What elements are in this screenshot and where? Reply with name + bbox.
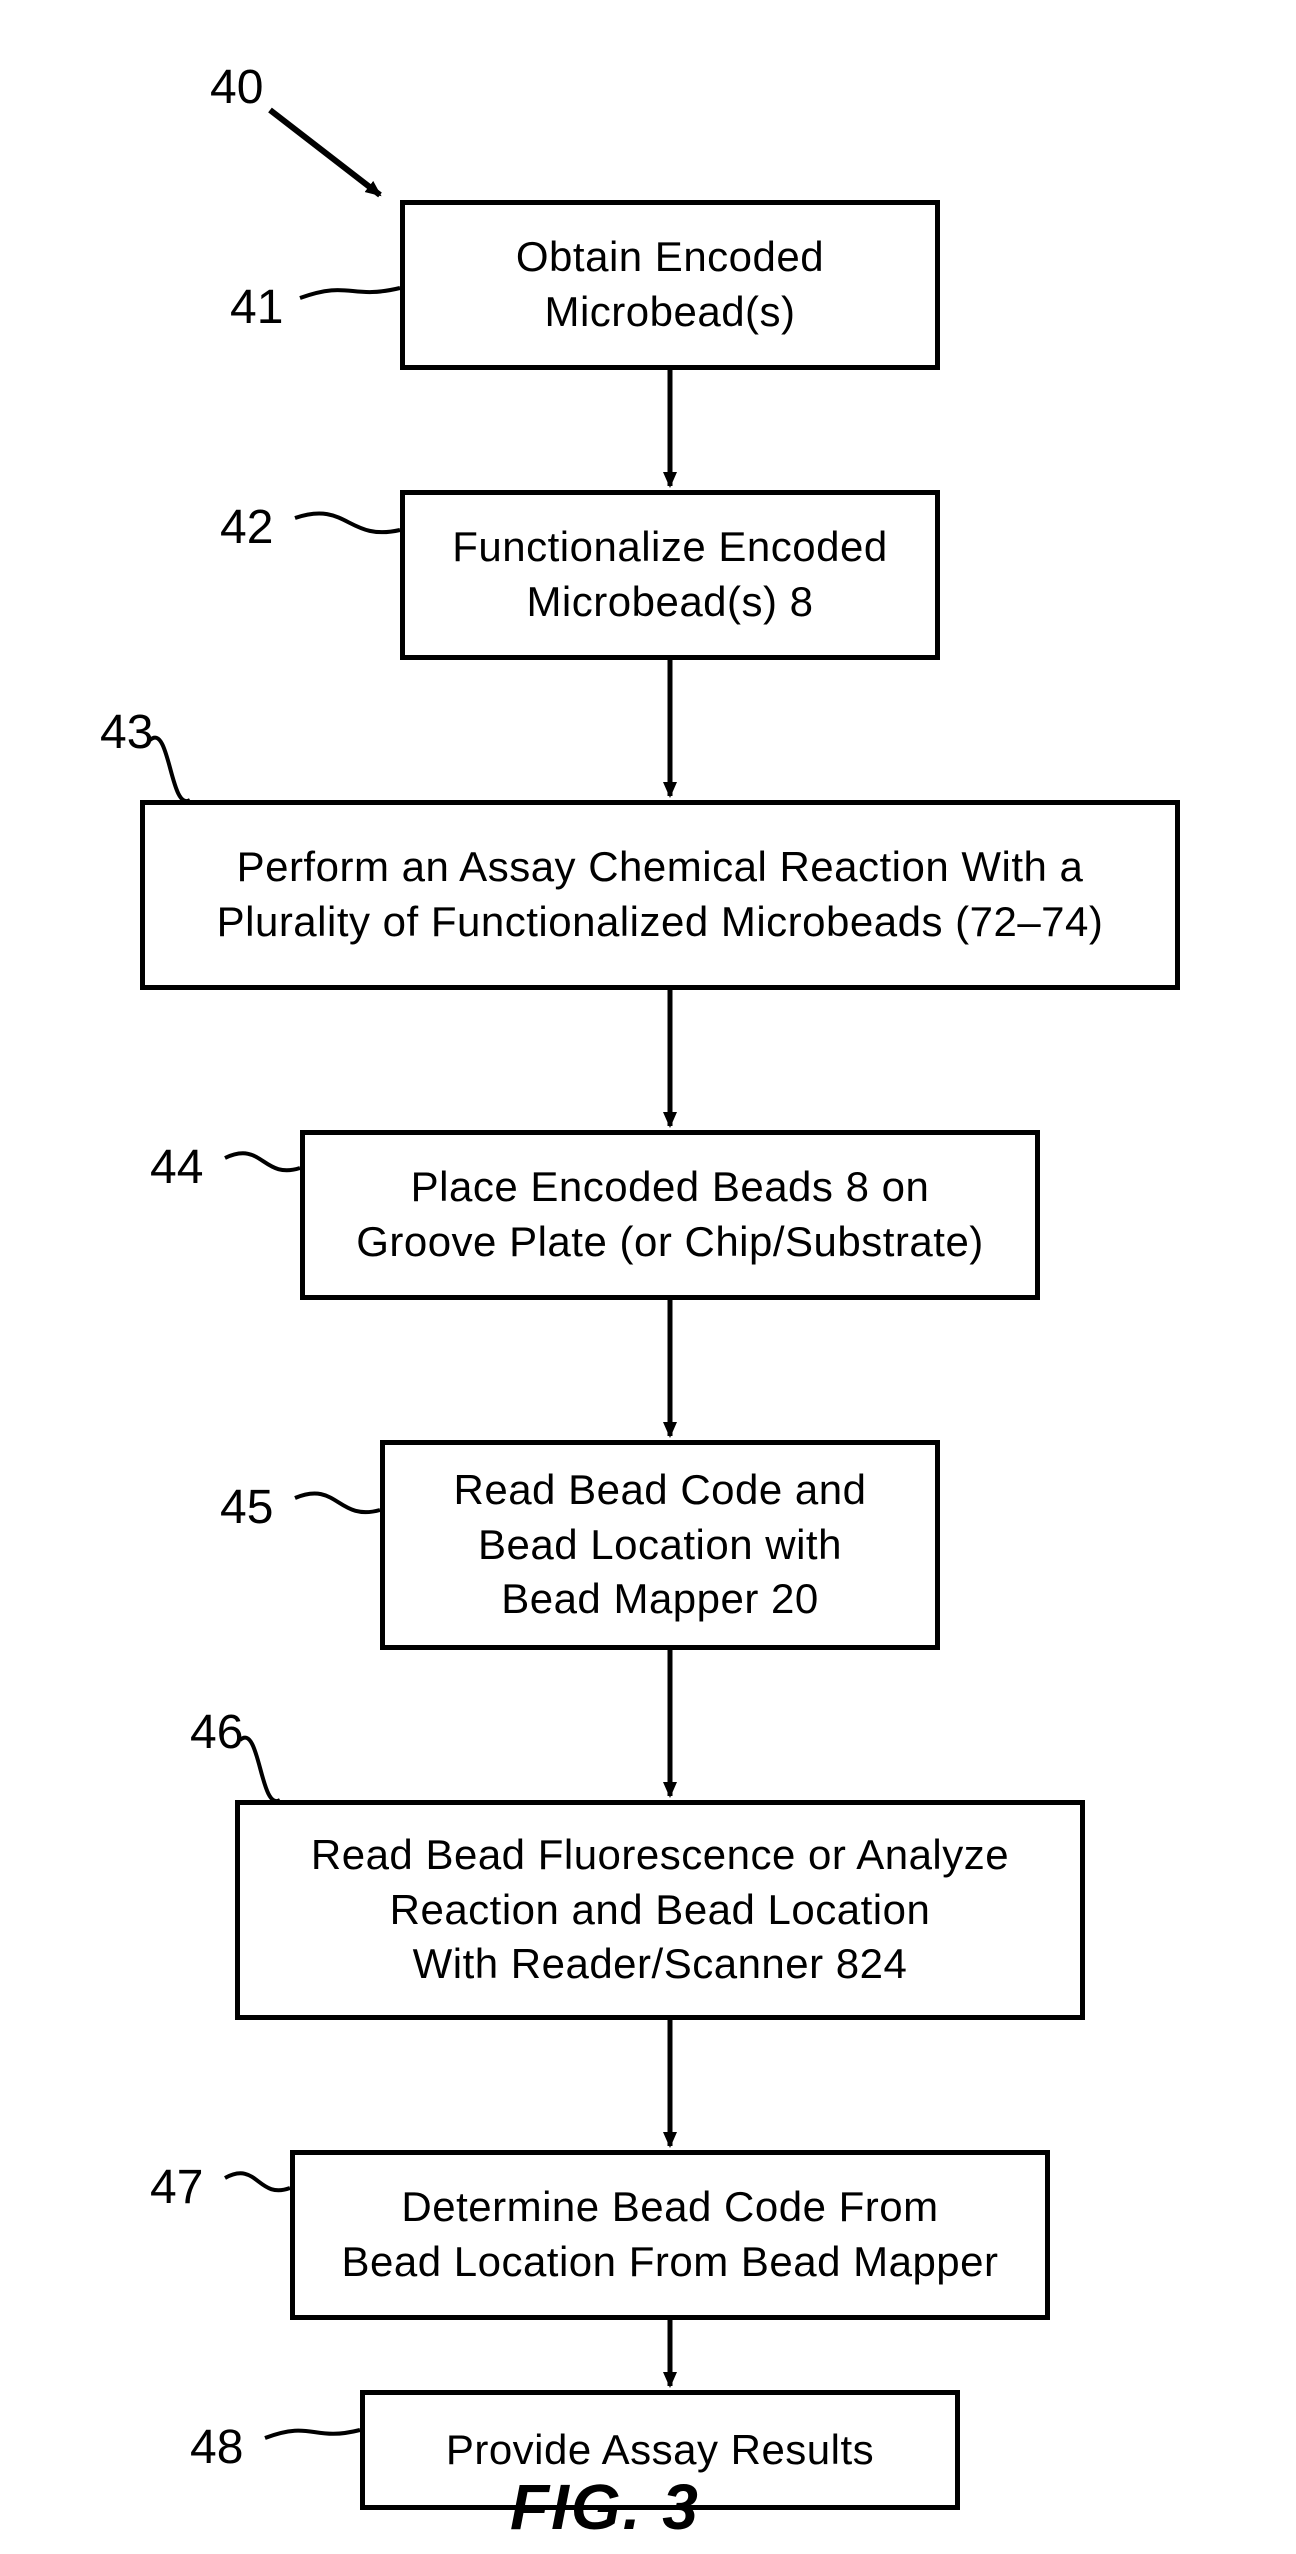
flowchart-box-text: Determine Bead Code FromBead Location Fr… — [341, 2180, 998, 2289]
flowchart-box-44: Place Encoded Beads 8 onGroove Plate (or… — [300, 1130, 1040, 1300]
flowchart-box-45: Read Bead Code andBead Location withBead… — [380, 1440, 940, 1650]
flowchart-box-43: Perform an Assay Chemical Reaction With … — [140, 800, 1180, 990]
flowchart-box-text: Place Encoded Beads 8 onGroove Plate (or… — [356, 1160, 984, 1269]
flowchart-box-text: Read Bead Code andBead Location withBead… — [454, 1463, 867, 1627]
flowchart-box-text: Functionalize EncodedMicrobead(s) 8 — [452, 520, 887, 629]
flowchart-box-41: Obtain EncodedMicrobead(s) — [400, 200, 940, 370]
flowchart-box-text: Perform an Assay Chemical Reaction With … — [217, 840, 1104, 949]
flowchart-box-47: Determine Bead Code FromBead Location Fr… — [290, 2150, 1050, 2320]
flowchart-box-text: Read Bead Fluorescence or AnalyzeReactio… — [311, 1828, 1009, 1992]
flowchart-box-46: Read Bead Fluorescence or AnalyzeReactio… — [235, 1800, 1085, 2020]
ref-label-48: 48 — [190, 2420, 243, 2475]
ref-label-42: 42 — [220, 500, 273, 555]
diagram-ref-label: 40 — [210, 60, 263, 115]
ref-label-47: 47 — [150, 2160, 203, 2215]
ref-label-45: 45 — [220, 1480, 273, 1535]
ref-label-46: 46 — [190, 1705, 243, 1760]
figure-caption: FIG. 3 — [510, 2470, 700, 2544]
ref-label-43: 43 — [100, 705, 153, 760]
ref-label-41: 41 — [230, 280, 283, 335]
flowchart-box-42: Functionalize EncodedMicrobead(s) 8 — [400, 490, 940, 660]
ref-label-44: 44 — [150, 1140, 203, 1195]
flowchart-box-text: Obtain EncodedMicrobead(s) — [516, 230, 824, 339]
